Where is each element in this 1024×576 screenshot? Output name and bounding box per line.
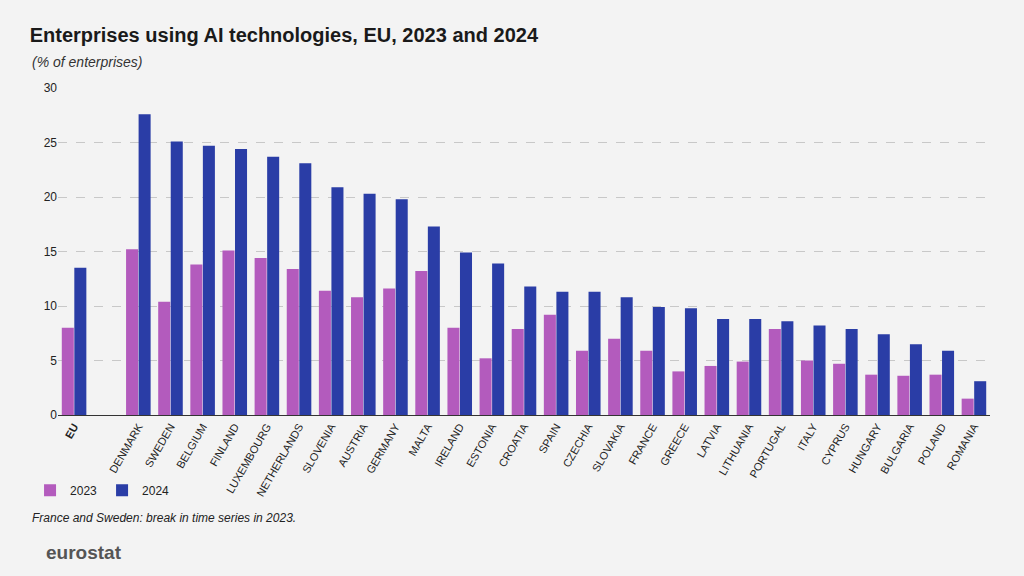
svg-text:DENMARK: DENMARK [107, 421, 145, 475]
svg-text:SLOVAKIA: SLOVAKIA [590, 421, 628, 474]
svg-text:25: 25 [44, 136, 58, 150]
svg-text:EU: EU [63, 421, 81, 440]
svg-text:30: 30 [44, 81, 58, 95]
svg-text:2023: 2023 [70, 484, 97, 498]
svg-text:LITHUANIA: LITHUANIA [716, 421, 755, 477]
svg-text:Enterprises using AI technolog: Enterprises using AI technologies, EU, 2… [30, 24, 539, 46]
svg-text:10: 10 [44, 299, 58, 313]
svg-text:ROMANIA: ROMANIA [944, 421, 980, 472]
svg-text:BELGIUM: BELGIUM [174, 421, 209, 470]
svg-text:5: 5 [50, 354, 57, 368]
svg-text:eurostat: eurostat [46, 542, 122, 563]
svg-text:CZECHIA: CZECHIA [560, 421, 595, 469]
svg-text:MALTA: MALTA [406, 421, 434, 458]
svg-text:POLAND: POLAND [915, 421, 948, 466]
svg-text:ITALY: ITALY [795, 421, 820, 453]
svg-text:NETHERLANDS: NETHERLANDS [254, 421, 305, 498]
svg-text:IRELAND: IRELAND [432, 421, 466, 468]
svg-text:FINLAND: FINLAND [207, 421, 241, 468]
svg-text:BULGARIA: BULGARIA [878, 421, 917, 476]
svg-text:AUSTRIA: AUSTRIA [336, 421, 371, 469]
svg-text:France and Sweden: break in ti: France and Sweden: break in time series … [32, 511, 296, 525]
svg-text:HUNGARY: HUNGARY [846, 421, 884, 475]
svg-text:GERMANY: GERMANY [364, 421, 403, 476]
svg-text:SLOVENIA: SLOVENIA [300, 421, 338, 475]
svg-text:(% of enterprises): (% of enterprises) [32, 54, 142, 70]
svg-text:CYPRUS: CYPRUS [819, 421, 852, 467]
svg-text:2024: 2024 [142, 484, 169, 498]
svg-text:LUXEMBOURG: LUXEMBOURG [224, 421, 274, 495]
svg-text:SWEDEN: SWEDEN [142, 421, 177, 469]
svg-text:CROATIA: CROATIA [496, 421, 531, 469]
svg-text:20: 20 [44, 190, 58, 204]
svg-text:15: 15 [44, 245, 58, 259]
svg-text:ESTONIA: ESTONIA [464, 421, 499, 469]
svg-text:PORTUGAL: PORTUGAL [747, 421, 788, 479]
svg-text:FRANCE: FRANCE [626, 421, 659, 466]
svg-text:SPAIN: SPAIN [536, 421, 563, 455]
svg-text:GREECE: GREECE [658, 421, 692, 467]
svg-text:0: 0 [50, 408, 57, 422]
svg-text:LATVIA: LATVIA [694, 421, 723, 460]
